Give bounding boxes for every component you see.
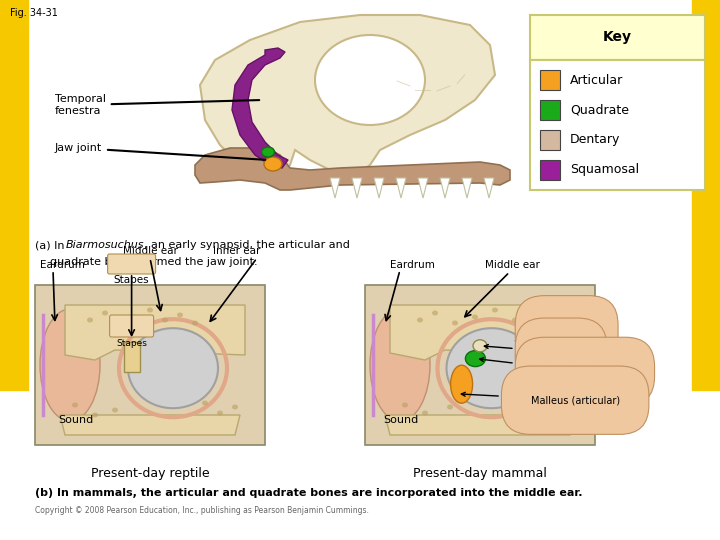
- Polygon shape: [385, 415, 575, 435]
- Bar: [540, 100, 560, 120]
- Polygon shape: [330, 178, 340, 198]
- Ellipse shape: [492, 307, 498, 313]
- Polygon shape: [462, 178, 472, 198]
- Bar: [0, 0, 28, 390]
- FancyBboxPatch shape: [107, 254, 156, 274]
- Text: Present-day mammal: Present-day mammal: [413, 467, 547, 480]
- Text: Fig. 34-31: Fig. 34-31: [10, 8, 58, 18]
- Ellipse shape: [422, 410, 428, 415]
- Text: Squamosal: Squamosal: [570, 164, 639, 177]
- Text: Biarmosuchus: Biarmosuchus: [66, 240, 145, 250]
- Ellipse shape: [87, 318, 93, 322]
- Ellipse shape: [192, 321, 198, 326]
- Text: (b) In mammals, the articular and quadrate bones are incorporated into the middl: (b) In mammals, the articular and quadra…: [35, 488, 582, 498]
- Text: Inner ear: Inner ear: [212, 246, 260, 256]
- Text: Copyright © 2008 Pearson Education, Inc., publishing as Pearson Benjamin Cumming: Copyright © 2008 Pearson Education, Inc.…: [35, 506, 369, 515]
- Text: Stapes: Stapes: [485, 345, 577, 357]
- Bar: [35, 285, 265, 445]
- Bar: [530, 60, 705, 190]
- Bar: [540, 70, 560, 90]
- Polygon shape: [232, 48, 288, 168]
- Ellipse shape: [432, 310, 438, 315]
- Polygon shape: [65, 305, 245, 360]
- Polygon shape: [374, 178, 384, 198]
- Text: Quadrate: Quadrate: [570, 104, 629, 117]
- Ellipse shape: [446, 328, 536, 408]
- Polygon shape: [195, 148, 510, 190]
- Bar: [124, 342, 140, 372]
- Bar: [540, 130, 560, 150]
- Ellipse shape: [315, 35, 425, 125]
- Text: , an early synapsid, the articular and: , an early synapsid, the articular and: [144, 240, 350, 250]
- Polygon shape: [396, 178, 406, 198]
- Ellipse shape: [567, 402, 573, 408]
- Text: Middle ear: Middle ear: [485, 260, 539, 270]
- Text: Jaw joint: Jaw joint: [55, 143, 265, 160]
- Text: Middle ear: Middle ear: [122, 246, 177, 256]
- Ellipse shape: [512, 318, 518, 322]
- Polygon shape: [418, 178, 428, 198]
- Ellipse shape: [72, 402, 78, 408]
- Polygon shape: [390, 305, 575, 360]
- Bar: [692, 0, 720, 390]
- Ellipse shape: [92, 413, 98, 417]
- Polygon shape: [352, 178, 362, 198]
- Text: Articular: Articular: [570, 73, 624, 86]
- Text: Eardrum: Eardrum: [40, 260, 85, 270]
- Text: Sound: Sound: [58, 415, 94, 425]
- Bar: [530, 15, 705, 60]
- Text: Present-day reptile: Present-day reptile: [91, 467, 210, 480]
- Bar: [365, 285, 595, 445]
- Text: Temporal
fenestra: Temporal fenestra: [55, 94, 259, 116]
- Ellipse shape: [232, 404, 238, 409]
- Ellipse shape: [527, 313, 533, 318]
- Ellipse shape: [112, 408, 118, 413]
- Ellipse shape: [102, 310, 108, 315]
- Ellipse shape: [264, 157, 282, 171]
- Bar: [540, 160, 560, 180]
- Text: Malleus (articular): Malleus (articular): [462, 392, 620, 405]
- Polygon shape: [440, 178, 450, 198]
- Ellipse shape: [132, 314, 138, 320]
- Text: Inner ear: Inner ear: [516, 325, 589, 342]
- Ellipse shape: [542, 321, 548, 326]
- Ellipse shape: [452, 321, 458, 326]
- Ellipse shape: [117, 322, 123, 327]
- Ellipse shape: [532, 401, 538, 406]
- Text: Sound: Sound: [383, 415, 418, 425]
- Ellipse shape: [417, 318, 423, 322]
- FancyBboxPatch shape: [109, 315, 153, 337]
- Ellipse shape: [447, 404, 453, 409]
- Ellipse shape: [402, 402, 408, 408]
- Ellipse shape: [40, 309, 100, 421]
- Ellipse shape: [162, 318, 168, 322]
- Ellipse shape: [473, 340, 487, 352]
- Ellipse shape: [202, 401, 208, 406]
- Ellipse shape: [177, 313, 183, 318]
- Ellipse shape: [217, 410, 223, 415]
- Text: Stapes: Stapes: [114, 275, 150, 285]
- Text: Eardrum: Eardrum: [390, 260, 435, 270]
- Ellipse shape: [147, 307, 153, 313]
- Polygon shape: [484, 178, 494, 198]
- Text: Incus (quadrate): Incus (quadrate): [480, 357, 626, 376]
- Ellipse shape: [128, 328, 218, 408]
- Text: Key: Key: [603, 30, 632, 44]
- Polygon shape: [60, 415, 240, 435]
- Ellipse shape: [552, 408, 558, 414]
- Ellipse shape: [370, 309, 430, 421]
- Text: Dentary: Dentary: [570, 133, 621, 146]
- Ellipse shape: [465, 350, 485, 367]
- Polygon shape: [200, 15, 495, 175]
- Text: quadrate bones formed the jaw joint.: quadrate bones formed the jaw joint.: [50, 257, 258, 267]
- Ellipse shape: [451, 365, 472, 403]
- Text: (a) In: (a) In: [35, 240, 68, 250]
- Ellipse shape: [472, 314, 478, 320]
- Ellipse shape: [261, 147, 274, 157]
- Text: Stapes: Stapes: [116, 340, 147, 348]
